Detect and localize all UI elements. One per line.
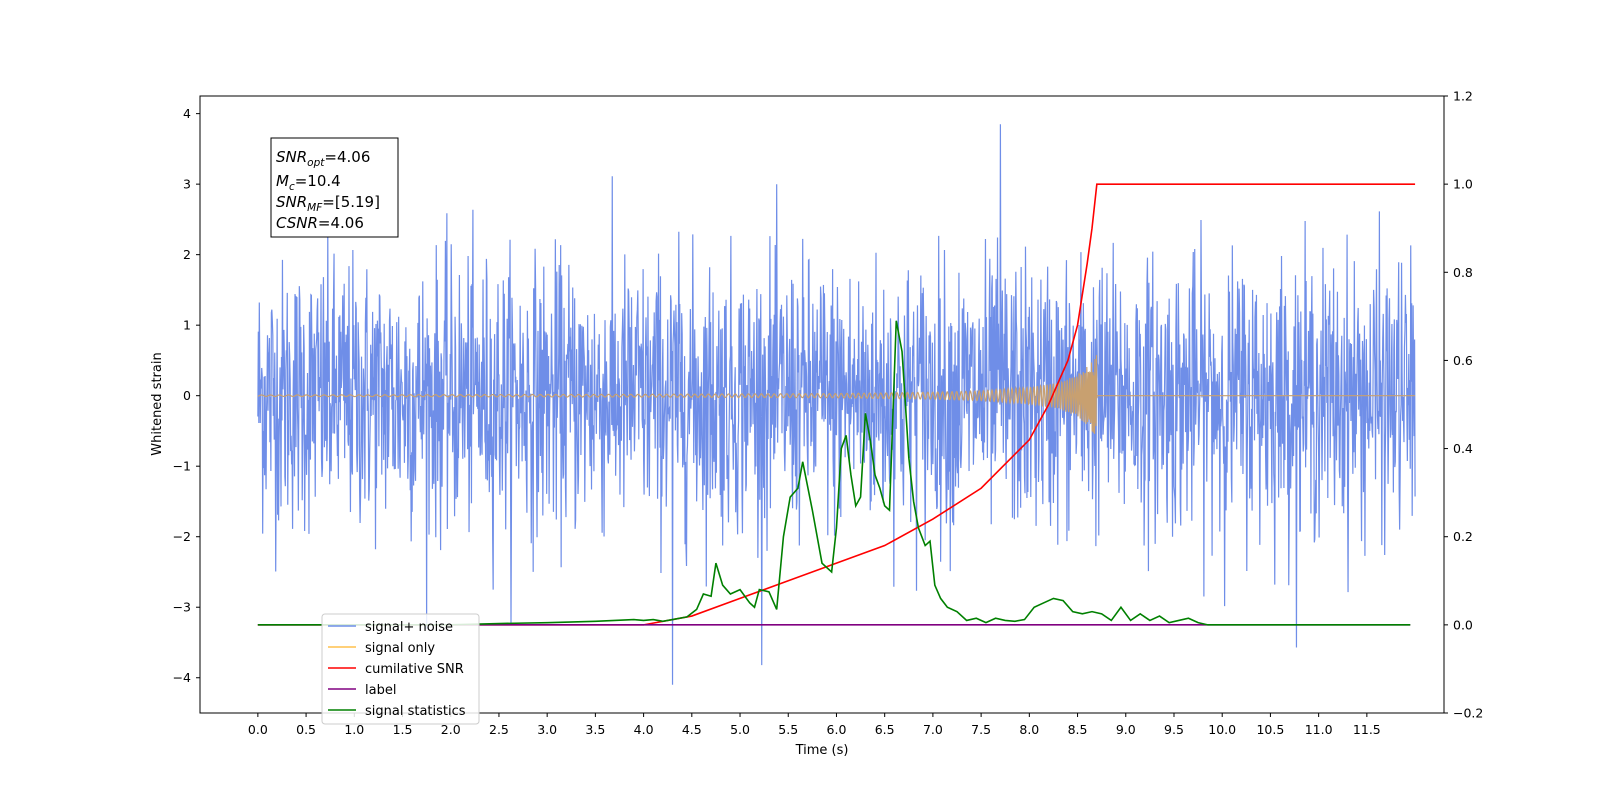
annotation-snr-mf: SNRMF=[5.19] bbox=[276, 193, 380, 214]
legend-label: cumilative SNR bbox=[365, 662, 464, 677]
x-tick-label: 4.5 bbox=[682, 722, 702, 737]
y-left-tick-label: 4 bbox=[183, 106, 191, 121]
x-tick-label: 2.0 bbox=[441, 722, 461, 737]
y-right-tick-label: 0.8 bbox=[1453, 265, 1473, 280]
series-signal-noise bbox=[257, 124, 1416, 685]
y-right-tick-label: 0.2 bbox=[1453, 529, 1473, 544]
legend-label: label bbox=[365, 683, 396, 698]
x-tick-label: 8.5 bbox=[1068, 722, 1088, 737]
series-cumulative-snr bbox=[257, 183, 1416, 626]
x-tick-label: 6.5 bbox=[875, 722, 895, 737]
legend-label: signal only bbox=[365, 641, 435, 656]
x-tick-label: 9.0 bbox=[1116, 722, 1136, 737]
plot-frame bbox=[199, 95, 1445, 714]
x-tick-label: 5.0 bbox=[730, 722, 750, 737]
y-left-tick-label: −4 bbox=[173, 670, 191, 685]
y-left-tick-label: 0 bbox=[183, 388, 191, 403]
y-right-tick-label: 0.6 bbox=[1453, 353, 1473, 368]
annotation-csnr: CSNR=4.06 bbox=[276, 214, 364, 232]
x-tick-label: 0.0 bbox=[248, 722, 268, 737]
x-tick-label: 11.5 bbox=[1353, 722, 1381, 737]
x-tick-label: 6.0 bbox=[827, 722, 847, 737]
annotation-mc: Mc=10.4 bbox=[276, 172, 341, 193]
x-tick-label: 9.5 bbox=[1164, 722, 1184, 737]
x-tick-label: 5.5 bbox=[778, 722, 798, 737]
x-tick-label: 2.5 bbox=[489, 722, 509, 737]
x-tick-label: 1.5 bbox=[393, 722, 413, 737]
y-left-tick-label: −3 bbox=[173, 600, 191, 615]
y-left-tick-label: 3 bbox=[183, 177, 191, 192]
axis-ticks: 0.0 0.5 1.0 1.5 2.0 2.5 3.0 3.5 4.0 4.5 5.0 5.5 6.0 6… bbox=[173, 89, 1484, 738]
legend: signal+ noise signal only cumilative SNR la… bbox=[321, 613, 480, 725]
x-tick-label: 10.0 bbox=[1208, 722, 1236, 737]
y-right-tick-label: 0.4 bbox=[1453, 441, 1473, 456]
legend-box bbox=[321, 613, 480, 725]
y-left-tick-label: −2 bbox=[173, 529, 191, 544]
annotation-box: SNRopt=4.06 Mc=10.4 SNRMF=[5.19] CSNR=4.… bbox=[270, 137, 399, 238]
x-tick-label: 0.5 bbox=[296, 722, 316, 737]
x-tick-label: 11.0 bbox=[1305, 722, 1333, 737]
y-right-tick-label: −0.2 bbox=[1453, 706, 1483, 721]
x-tick-label: 3.0 bbox=[537, 722, 557, 737]
x-tick-label: 7.0 bbox=[923, 722, 943, 737]
plot-series bbox=[257, 124, 1416, 685]
y-axis-label: Whitened strain bbox=[150, 352, 165, 455]
x-axis-label: Time (s) bbox=[795, 743, 849, 758]
y-right-tick-label: 0.0 bbox=[1453, 617, 1473, 632]
x-tick-label: 4.0 bbox=[634, 722, 654, 737]
y-left-tick-label: 1 bbox=[183, 318, 191, 333]
y-left-tick-label: −1 bbox=[173, 459, 191, 474]
legend-label: signal+ noise bbox=[365, 620, 453, 635]
y-right-tick-label: 1.2 bbox=[1453, 89, 1473, 104]
y-left-tick-label: 2 bbox=[183, 247, 191, 262]
annotation-snr-opt: SNRopt=4.06 bbox=[276, 148, 370, 169]
legend-label: signal statistics bbox=[365, 704, 466, 719]
x-tick-label: 8.0 bbox=[1019, 722, 1039, 737]
x-tick-label: 10.5 bbox=[1256, 722, 1284, 737]
x-tick-label: 3.5 bbox=[585, 722, 605, 737]
x-tick-label: 7.5 bbox=[971, 722, 991, 737]
series-signal-statistics bbox=[257, 320, 1411, 626]
y-right-tick-label: 1.0 bbox=[1453, 177, 1473, 192]
x-tick-label: 1.0 bbox=[344, 722, 364, 737]
series-signal-only bbox=[257, 355, 1416, 434]
